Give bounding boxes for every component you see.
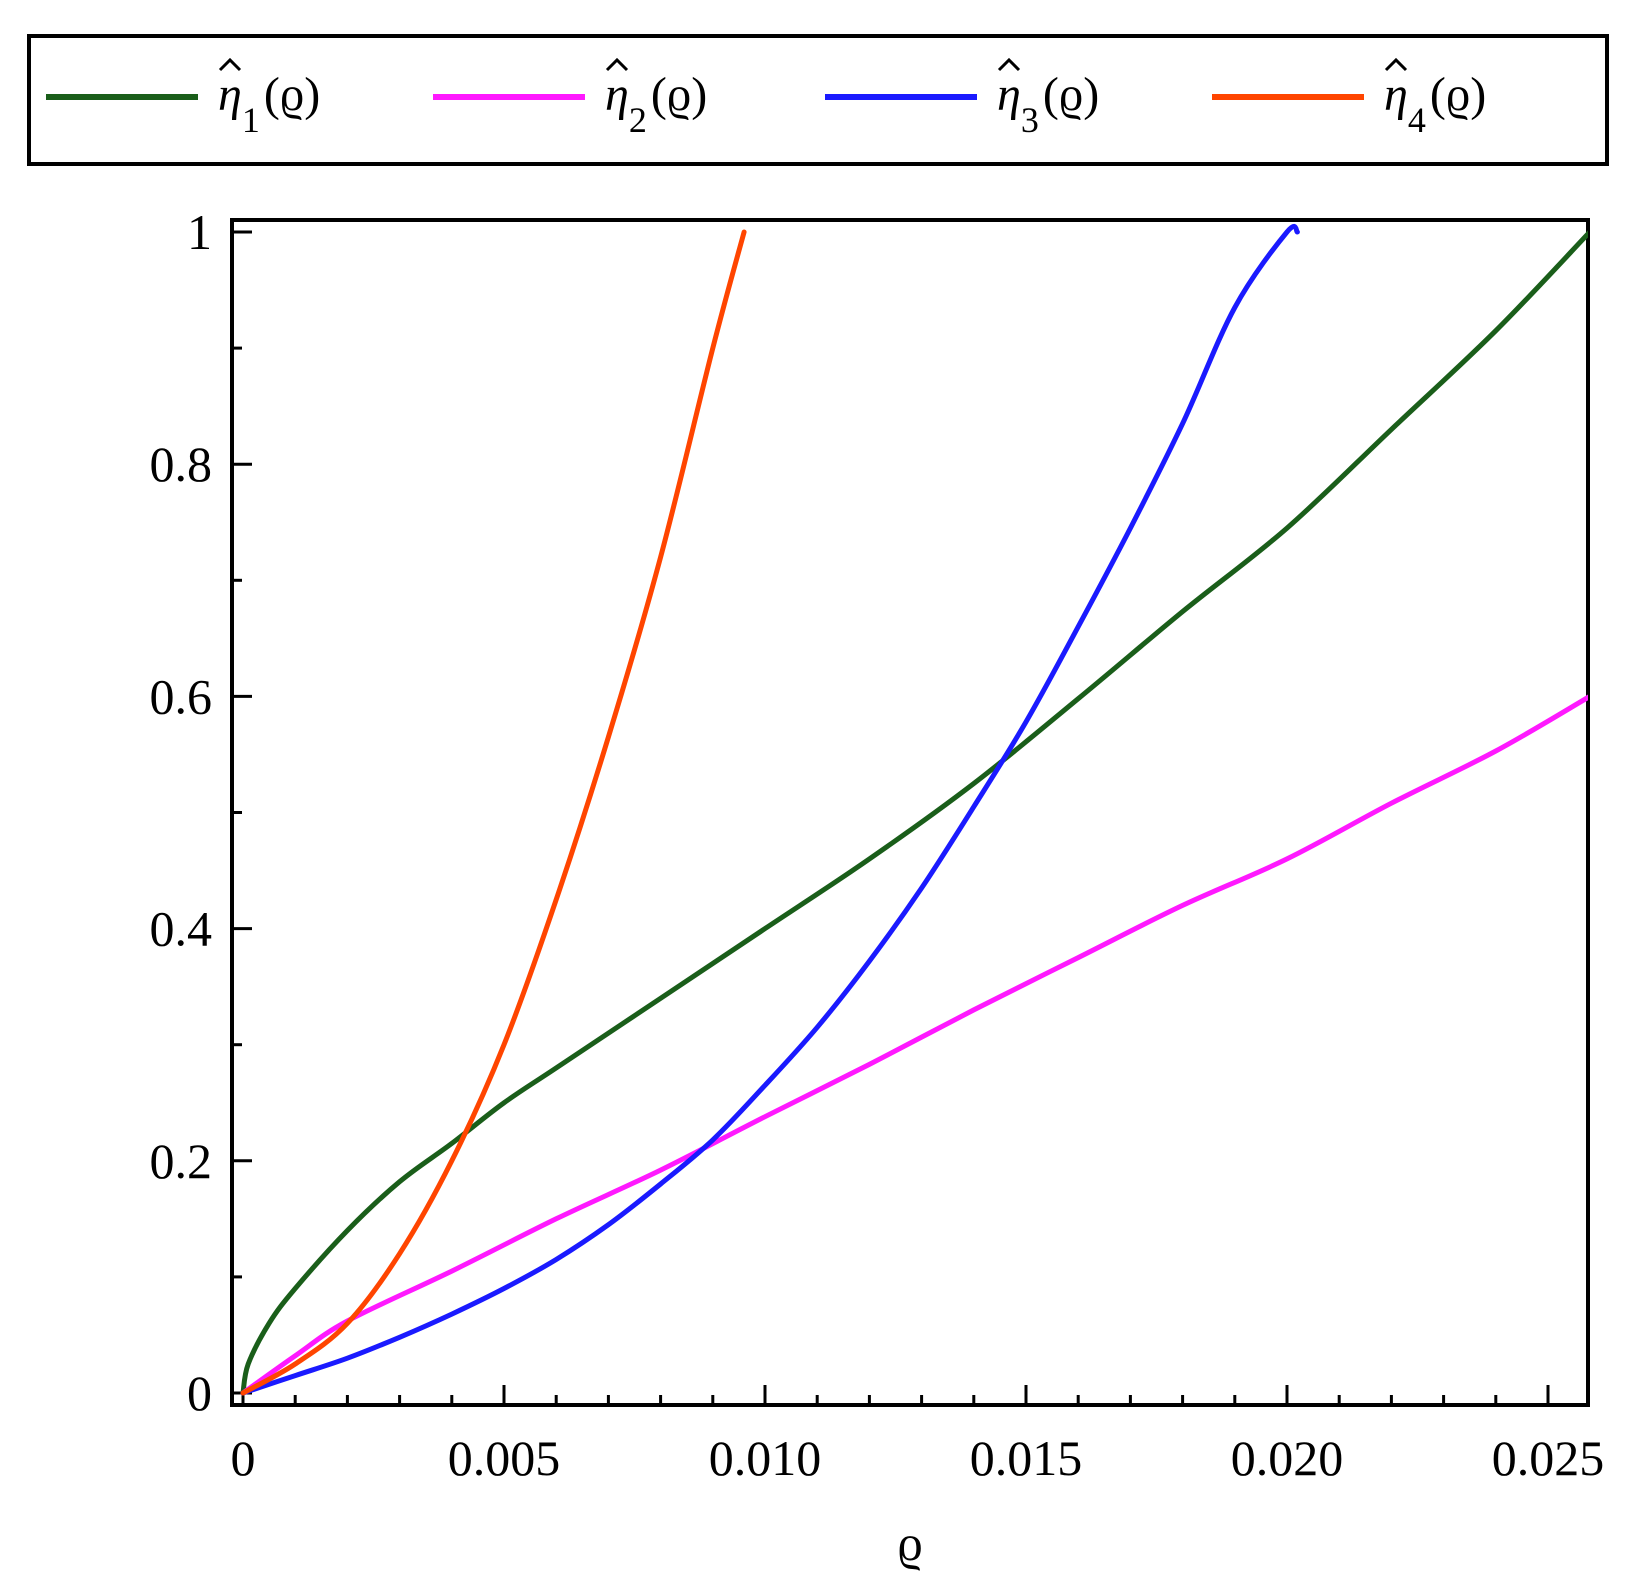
legend-entry-3: η3(ϱ): [825, 57, 1099, 140]
legend-symbol: η: [1384, 68, 1408, 121]
legend-label: η2(ϱ): [605, 68, 707, 140]
x-tick-label: 0.020: [1231, 1430, 1344, 1486]
legend-subscript: 3: [1021, 100, 1039, 140]
legend-arg: (ϱ): [651, 68, 707, 121]
y-tick-label: 0.2: [150, 1133, 213, 1189]
x-tick-label: 0: [231, 1430, 256, 1486]
legend-symbol: η: [997, 68, 1021, 121]
legend-entry-2: η2(ϱ): [433, 57, 707, 140]
legend-symbol: η: [605, 68, 629, 121]
legend-subscript: 2: [629, 100, 647, 140]
series-line-3: [240, 223, 1300, 1396]
x-axis: 0 0.005 0.010 0.015 0.020 0.025: [231, 1385, 1605, 1486]
x-tick-label: 0.025: [1492, 1430, 1605, 1486]
series-layer: [240, 223, 1588, 1396]
x-tick-label: 0.015: [970, 1430, 1083, 1486]
y-axis: 0 0.2 0.4 0.6 0.8 1: [150, 204, 252, 1421]
y-tick-label: 1: [187, 204, 212, 260]
x-tick-label: 0.005: [448, 1430, 561, 1486]
y-tick-label: 0.8: [150, 436, 213, 492]
legend-arg: (ϱ): [1430, 68, 1486, 121]
legend-entry-4: η4(ϱ): [1212, 57, 1486, 140]
hat-accent: [605, 57, 629, 72]
legend-label: η4(ϱ): [1384, 68, 1486, 140]
hat-accent: [997, 57, 1021, 72]
legend-entry-1: η1(ϱ): [46, 57, 320, 140]
legend-subscript: 1: [242, 100, 260, 140]
legend-label: η1(ϱ): [218, 68, 320, 140]
x-axis-title: ϱ: [897, 1515, 922, 1571]
series-line-4: [240, 229, 747, 1396]
series-line-2: [240, 694, 1588, 1396]
legend-arg: (ϱ): [1043, 68, 1099, 121]
legend-subscript: 4: [1408, 100, 1426, 140]
legend-symbol: η: [218, 68, 242, 121]
legend-arg: (ϱ): [264, 68, 320, 121]
legend: η1(ϱ) η2(ϱ) η3(ϱ) η4(ϱ): [27, 34, 1609, 166]
plot-frame: [230, 218, 1590, 1407]
series-line-1: [240, 230, 1588, 1396]
y-tick-label: 0.6: [150, 668, 213, 724]
legend-label: η3(ϱ): [997, 68, 1099, 140]
hat-accent: [1384, 57, 1408, 72]
y-tick-label: 0.4: [150, 901, 213, 957]
hat-accent: [218, 57, 242, 72]
y-tick-label: 0: [187, 1365, 212, 1421]
x-tick-label: 0.010: [709, 1430, 822, 1486]
